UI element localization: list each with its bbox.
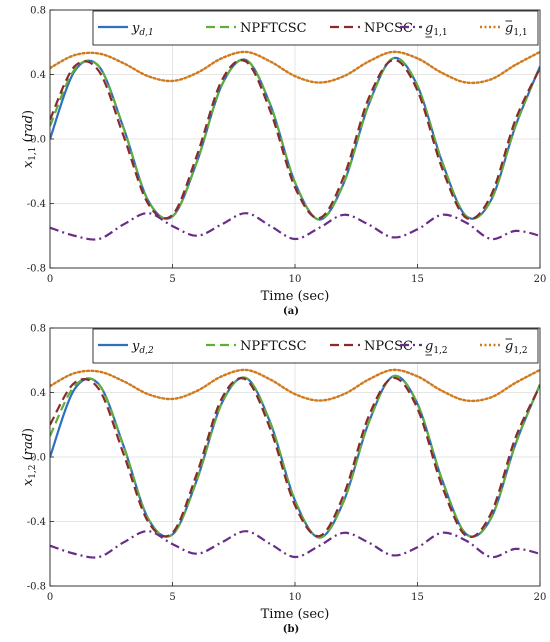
legend-label-4: g1,1 xyxy=(505,21,528,38)
x-tick-label: 10 xyxy=(289,274,302,285)
figure-caption: (a) xyxy=(283,306,299,317)
series-line-4 xyxy=(50,368,540,403)
y-tick-label: 0.4 xyxy=(30,70,46,81)
x-tick-label: 15 xyxy=(411,592,424,603)
x-tick-label: 20 xyxy=(534,274,547,285)
legend-label-3: g1,1 xyxy=(425,21,448,38)
x-tick-label: 0 xyxy=(47,592,53,603)
y-tick-label: -0.8 xyxy=(27,264,46,275)
x-tick-label: 10 xyxy=(289,592,302,603)
x-tick-label: 5 xyxy=(169,592,175,603)
x-axis-label: Time (sec) xyxy=(261,289,330,304)
legend-label-0: yd,2 xyxy=(131,339,154,356)
y-tick-label: 0.4 xyxy=(30,388,46,399)
legend: yd,2 NPFTCSC NPCSC g1,2 g1,2 xyxy=(92,328,539,364)
x-tick-label: 20 xyxy=(534,592,547,603)
x-tick-label: 0 xyxy=(47,274,53,285)
legend-label-4: g1,2 xyxy=(505,339,528,356)
series-line-4 xyxy=(50,50,540,85)
legend-label-1: NPFTCSC xyxy=(240,21,307,36)
legend-label-0: yd,1 xyxy=(131,21,154,38)
y-axis-label: x1,2 (rad) xyxy=(21,428,38,486)
series-line-2 xyxy=(50,376,540,539)
x-tick-label: 5 xyxy=(169,274,175,285)
legend-box xyxy=(92,10,539,46)
y-tick-label: 0.8 xyxy=(30,6,46,17)
figure-caption: (b) xyxy=(283,624,299,635)
legend-box xyxy=(92,328,539,364)
series-line-3 xyxy=(50,530,540,559)
series-group xyxy=(50,50,540,241)
y-tick-label: -0.8 xyxy=(27,582,46,593)
series-group xyxy=(50,368,540,559)
y-tick-label: -0.4 xyxy=(27,199,46,210)
series-line-1 xyxy=(50,56,540,221)
chart-panel-a: 0 5 10 15 20 -0.8 -0.4 0.0 0.4 0.8 Time (sec) x1,1 … xyxy=(21,6,546,318)
y-tick-label: 0.0 xyxy=(30,453,46,464)
chart-panel-b: 0 5 10 15 20 -0.8 -0.4 0.0 0.4 0.8 Time (sec) x1,2 … xyxy=(21,324,546,636)
legend-label-2: NPCSC xyxy=(364,339,413,354)
x-axis-label: Time (sec) xyxy=(261,607,330,622)
y-tick-label: 0.0 xyxy=(30,135,46,146)
legend-label-1: NPFTCSC xyxy=(240,339,307,354)
series-line-3 xyxy=(50,212,540,241)
series-line-1 xyxy=(50,374,540,539)
legend-label-3: g1,2 xyxy=(425,339,448,356)
x-tick-label: 15 xyxy=(411,274,424,285)
y-axis-label: x1,1 (rad) xyxy=(21,110,38,168)
y-tick-label: 0.8 xyxy=(30,324,46,335)
legend-label-2: NPCSC xyxy=(364,21,413,36)
legend: yd,1 NPFTCSC NPCSC g1,1 g1,1 xyxy=(92,10,539,46)
series-line-2 xyxy=(50,58,540,221)
y-tick-label: -0.4 xyxy=(27,517,46,528)
